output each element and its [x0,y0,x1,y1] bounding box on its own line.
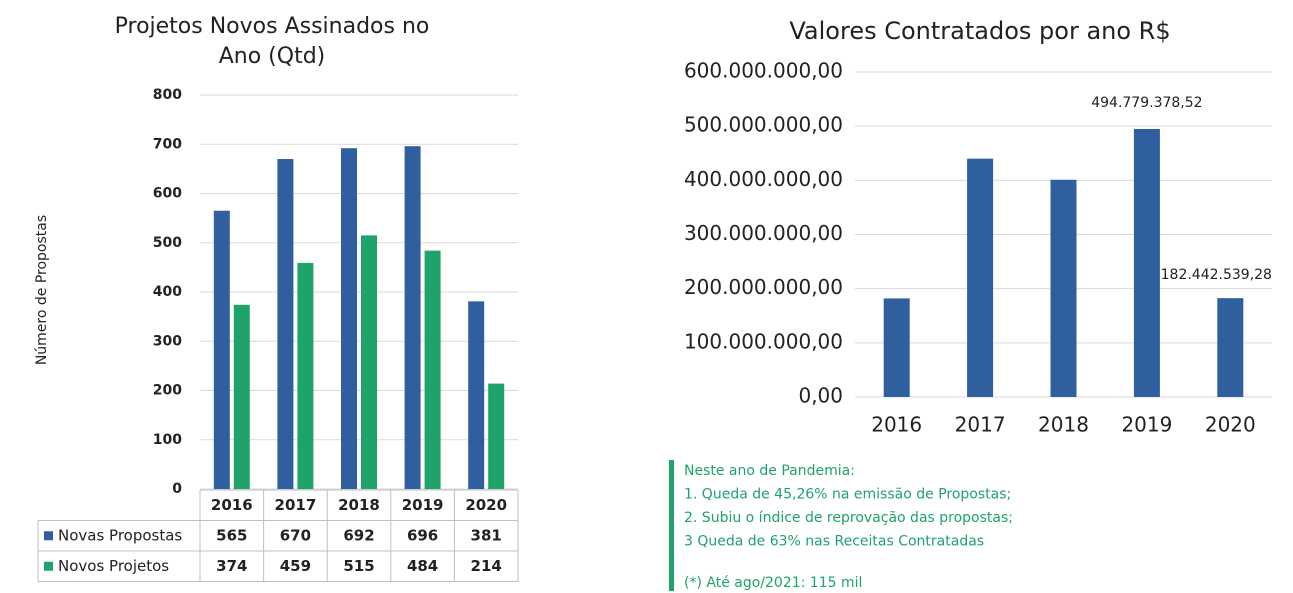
note-bar [669,460,674,591]
data-label: 494.779.378,52 [1091,95,1202,111]
bar [213,210,230,490]
note-line: 3 Queda de 63% nas Receitas Contratadas [684,534,984,550]
legend-swatch [44,561,53,571]
legend-label: Novas Propostas [58,526,182,544]
y-tick-label: 200.000.000,00 [684,275,843,299]
note-line: Neste ano de Pandemia: [684,463,855,479]
x-tick-label: 2016 [211,496,253,514]
y-tick-label: 500.000.000,00 [684,113,843,137]
x-tick-label: 2017 [275,496,317,514]
legend-label: Novos Projetos [58,557,169,575]
bar [883,298,910,397]
table-value: 692 [343,526,374,544]
x-tick-label: 2020 [465,496,507,514]
y-tick-label: 100.000.000,00 [684,329,843,353]
bar [341,148,357,489]
bar [277,159,294,489]
y-tick-label: 600.000.000,00 [684,59,843,83]
x-tick-label: 2018 [338,496,380,514]
bar [1050,179,1077,397]
table-value: 515 [343,557,374,575]
y-tick-label: 400.000.000,00 [684,167,843,191]
chart-title: Valores Contratados por ano R$ [789,17,1171,45]
y-tick-label: 700 [153,136,182,152]
y-tick-label: 200 [153,383,182,399]
table-value: 484 [407,557,438,575]
y-tick-label: 300.000.000,00 [684,221,843,245]
data-label: 182.442.539,28 [1161,267,1272,283]
note-line: 1. Queda de 45,26% na emissão de Propost… [684,487,1011,503]
bar [488,383,505,489]
y-tick-label: 400 [153,284,182,300]
y-tick-label: 0 [172,481,182,497]
table-value: 565 [216,526,247,544]
note-line: 2. Subiu o índice de reprovação das prop… [684,510,1013,526]
x-tick-label: 2016 [871,413,922,437]
y-tick-label: 500 [153,235,182,251]
y-tick-label: 100 [153,432,182,448]
note-line: (*) Até ago/2021: 115 mil [684,575,862,591]
x-tick-label: 2019 [1121,413,1172,437]
bar [424,250,441,489]
y-axis-label: Número de Propostas [34,215,50,365]
legend-swatch [44,531,53,541]
table-value: 459 [280,557,311,575]
x-tick-label: 2020 [1205,413,1256,437]
table-value: 696 [407,526,438,544]
x-tick-label: 2018 [1038,413,1089,437]
bar [967,158,994,397]
table-value: 214 [471,557,502,575]
table-value: 374 [216,557,247,575]
x-tick-label: 2019 [402,496,444,514]
bar [361,235,377,489]
bar [297,262,314,489]
bar [404,146,421,489]
bar [233,304,250,489]
y-tick-label: 300 [153,333,182,349]
table-value: 381 [471,526,502,544]
bar [1133,128,1160,397]
y-tick-label: 600 [153,186,182,202]
x-tick-label: 2017 [955,413,1006,437]
y-tick-label: 800 [153,87,182,103]
bar [468,301,485,489]
bar [1217,298,1244,397]
chart-title: Projetos Novos Assinados no Ano (Qtd) [114,14,430,69]
y-tick-label: 0,00 [798,384,843,408]
table-value: 670 [280,526,311,544]
